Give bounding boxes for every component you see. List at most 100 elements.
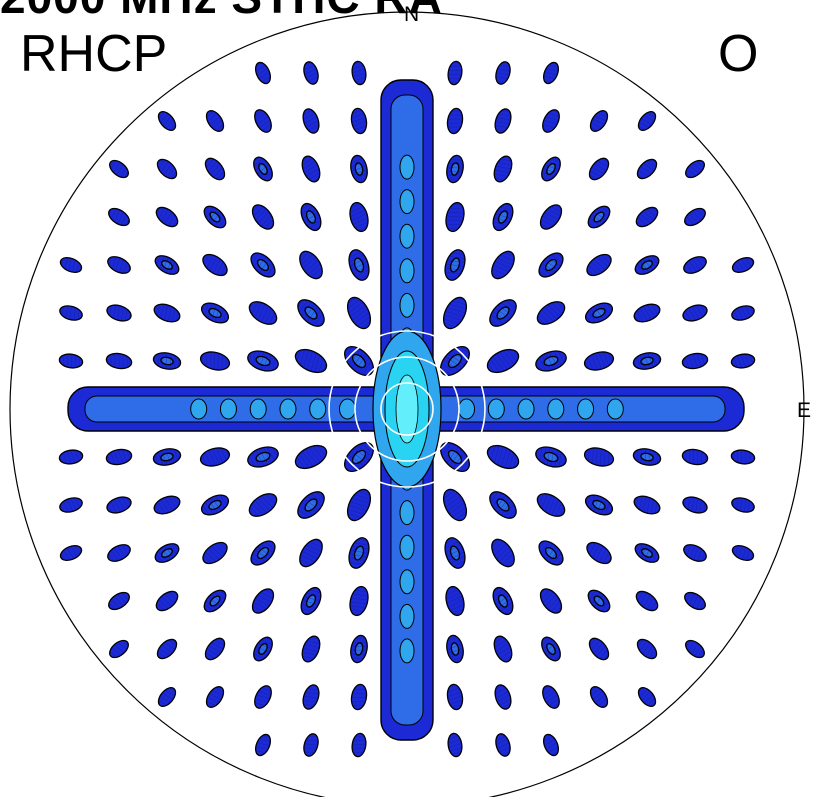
lobe-texture	[684, 208, 706, 226]
lobe-core-texture	[641, 548, 653, 558]
beam-null	[399, 154, 415, 180]
lobe-texture	[59, 450, 83, 464]
lobe-texture	[638, 111, 656, 131]
lobe-texture	[682, 497, 708, 513]
lobe-core-texture	[498, 210, 508, 224]
lobe-core-texture	[544, 452, 558, 462]
lobe-core-texture	[305, 499, 317, 511]
lobe-core-texture	[306, 594, 316, 608]
lobe-texture	[60, 545, 82, 561]
lobe-texture	[303, 61, 319, 85]
plot-title: 2000 MHz STHC RA	[0, 0, 443, 24]
lobe-texture	[108, 592, 130, 610]
lobe-texture	[109, 640, 129, 658]
lobe-texture	[584, 351, 614, 371]
beam-null	[399, 603, 415, 629]
lobe-texture	[59, 305, 83, 321]
lobe-texture	[107, 256, 131, 274]
lobe-core-texture	[450, 546, 460, 560]
lobe-texture	[206, 686, 224, 708]
lobe-texture	[586, 254, 612, 276]
lobe-core-texture	[498, 594, 508, 608]
elevation-ring	[354, 356, 460, 462]
beam-null	[399, 638, 415, 664]
lobe-texture	[445, 202, 465, 232]
lobe-core-texture	[594, 212, 604, 222]
lobe-core-texture	[258, 163, 268, 175]
lobe-texture	[448, 61, 462, 85]
beam-null	[606, 398, 624, 420]
lobe-texture	[157, 639, 177, 659]
lobe-texture	[108, 208, 130, 226]
lobe-texture	[255, 62, 271, 84]
lobe-core-texture	[594, 596, 604, 606]
lobe-texture	[158, 111, 176, 131]
lobe-texture	[732, 545, 754, 561]
lobe-texture	[682, 353, 708, 369]
lobe-texture	[590, 686, 608, 708]
lobe-core-texture	[210, 596, 220, 606]
lobe-texture	[254, 109, 272, 133]
lobe-texture	[447, 684, 463, 710]
lobe-texture	[637, 639, 657, 659]
lobe-texture	[682, 305, 708, 321]
lobe-texture	[634, 304, 660, 322]
lobe-texture	[156, 207, 178, 227]
lobe-texture	[352, 733, 366, 757]
lobe-texture	[249, 493, 277, 517]
lobe-texture	[347, 489, 371, 521]
lobe-texture	[295, 349, 327, 373]
lobe-texture	[684, 592, 706, 610]
lobe-texture	[731, 305, 755, 321]
beam-null	[219, 398, 237, 420]
lobe-texture	[495, 108, 511, 134]
lobe-texture	[543, 734, 559, 756]
lobe-texture	[537, 493, 565, 517]
lobe-core-texture	[208, 308, 222, 318]
lobe-texture	[347, 297, 371, 329]
lobe-core-texture	[592, 500, 606, 510]
lobe-texture	[542, 109, 560, 133]
lobe-texture	[537, 301, 565, 325]
beam-null	[190, 398, 208, 420]
lobe-texture	[542, 685, 560, 709]
lobe-texture	[59, 354, 83, 368]
lobe-texture	[255, 734, 271, 756]
lobe-core-texture	[448, 354, 462, 368]
lobe-texture	[586, 542, 612, 564]
lobe-core-texture	[257, 259, 269, 271]
lobe-texture	[302, 636, 320, 662]
lobe-texture	[732, 257, 754, 273]
lobe-core-texture	[546, 163, 556, 175]
lobe-texture	[349, 586, 369, 616]
lobe-texture	[636, 591, 658, 611]
lobe-texture	[495, 733, 511, 757]
lobe-core-texture	[641, 260, 653, 270]
lobe-texture	[683, 256, 707, 274]
beam-null	[458, 398, 476, 420]
lobe-texture	[443, 297, 467, 329]
lobe-texture	[685, 160, 705, 178]
elevation-ring	[328, 330, 486, 488]
lobe-texture	[252, 204, 274, 230]
lobe-core-texture	[546, 643, 556, 655]
lobe-texture	[154, 304, 180, 322]
beam-null	[399, 534, 415, 560]
beam-null	[517, 398, 535, 420]
lobe-core-texture	[208, 500, 222, 510]
lobe-texture	[106, 497, 132, 513]
lobe-core-texture	[545, 547, 557, 559]
lobe-texture	[299, 539, 323, 567]
lobe-texture	[200, 351, 230, 371]
lobe-texture	[302, 156, 320, 182]
lobe-core-texture	[451, 642, 459, 656]
lobe-texture	[543, 62, 559, 84]
lobe-texture	[540, 204, 562, 230]
lobe-texture	[731, 354, 755, 368]
lobe-texture	[637, 159, 657, 179]
lobe-texture	[106, 353, 132, 369]
lobe-texture	[590, 110, 608, 132]
lobe-texture	[156, 591, 178, 611]
beam-null	[487, 398, 505, 420]
lobe-core-texture	[640, 357, 654, 365]
